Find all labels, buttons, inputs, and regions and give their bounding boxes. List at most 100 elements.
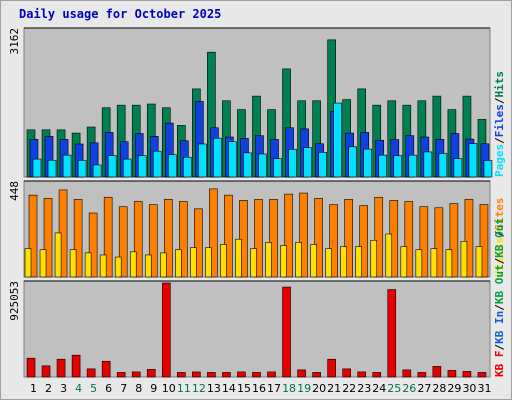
kbf-bar bbox=[192, 371, 201, 378]
legend-entry: KB Out bbox=[493, 264, 506, 304]
pages-bar bbox=[438, 153, 448, 178]
day-label: 28 bbox=[432, 382, 446, 395]
pages-bar bbox=[288, 149, 297, 178]
day-label: 26 bbox=[402, 382, 416, 395]
visits-bar bbox=[265, 242, 272, 278]
kbf-bar bbox=[116, 372, 126, 378]
sites-bar bbox=[73, 199, 83, 278]
day-label: 17 bbox=[267, 382, 281, 395]
visits-bar bbox=[84, 252, 92, 278]
visits-bar bbox=[400, 246, 408, 278]
panel-bg-3 bbox=[23, 280, 491, 378]
visits-bar bbox=[99, 254, 107, 278]
day-label: 30 bbox=[462, 382, 476, 395]
visits-bar bbox=[205, 247, 212, 278]
chart-title: Daily usage for October 2025 bbox=[19, 7, 222, 21]
pages-bar bbox=[423, 151, 433, 178]
kbf-bar bbox=[312, 372, 321, 378]
sites-bar bbox=[179, 201, 188, 278]
sites-bar bbox=[374, 196, 384, 278]
day-label: 24 bbox=[372, 382, 386, 395]
day-label: 12 bbox=[192, 382, 206, 395]
visits-bar bbox=[340, 246, 347, 278]
sites-bar bbox=[28, 194, 38, 278]
pages-bar bbox=[198, 143, 207, 178]
day-label: 3 bbox=[60, 382, 67, 395]
kbf-bar bbox=[41, 365, 51, 378]
pages-bar bbox=[318, 152, 327, 178]
visits-bar bbox=[114, 256, 122, 278]
sites-bar bbox=[43, 198, 53, 278]
kbf-bar bbox=[447, 370, 457, 378]
kbf-bar bbox=[327, 358, 336, 378]
sites-bar bbox=[269, 199, 278, 278]
legend-entry: KB F bbox=[493, 351, 506, 378]
legend-entry: Files bbox=[493, 104, 506, 137]
kbf-bar bbox=[207, 372, 216, 378]
sites-bar bbox=[133, 201, 143, 278]
day-label: 29 bbox=[447, 382, 461, 395]
day-label: 14 bbox=[222, 382, 236, 395]
sites-bar bbox=[314, 198, 323, 278]
visits-bar bbox=[460, 241, 468, 278]
pages-bar bbox=[408, 154, 418, 178]
kbf-bar bbox=[372, 372, 382, 378]
legend-entry: Visits bbox=[493, 237, 506, 277]
visits-bar bbox=[325, 248, 332, 278]
kbf-bar bbox=[222, 372, 231, 378]
pages-bar bbox=[303, 147, 312, 178]
visits-bar bbox=[69, 249, 77, 278]
day-label: 16 bbox=[252, 382, 266, 395]
sites-bar bbox=[344, 199, 353, 278]
pages-bar bbox=[363, 148, 373, 178]
day-label: 6 bbox=[105, 382, 112, 395]
pages-bar bbox=[228, 141, 237, 178]
day-label: 19 bbox=[297, 382, 311, 395]
pages-bar bbox=[483, 160, 493, 178]
sites-bar bbox=[479, 204, 489, 278]
kbf-bar bbox=[177, 372, 186, 378]
visits-bar bbox=[430, 248, 438, 278]
day-label: 5 bbox=[90, 382, 97, 395]
kbf-bar bbox=[237, 371, 246, 378]
kbf-bar bbox=[357, 371, 367, 378]
day-label: 11 bbox=[177, 382, 191, 395]
day-label: 1 bbox=[30, 382, 37, 395]
legend-3: KB F/KB In/KB Out/KB Out bbox=[493, 218, 506, 377]
sites-bar bbox=[254, 199, 263, 278]
kbf-bar bbox=[417, 372, 427, 378]
kbf-bar bbox=[252, 372, 261, 378]
y-max-label-3: 925053 bbox=[8, 281, 21, 321]
visits-bar bbox=[295, 242, 302, 278]
sites-bar bbox=[449, 203, 459, 278]
kbf-bar bbox=[267, 371, 276, 378]
kbf-bar bbox=[387, 289, 397, 378]
pages-bar bbox=[393, 155, 403, 178]
visits-bar bbox=[24, 248, 32, 278]
day-label: 27 bbox=[417, 382, 431, 395]
visits-bar bbox=[385, 233, 393, 278]
sites-bar bbox=[224, 194, 233, 278]
kbf-bar bbox=[432, 366, 442, 378]
visits-bar bbox=[235, 238, 242, 278]
visits-bar bbox=[54, 232, 62, 278]
kbf-bar bbox=[146, 369, 156, 378]
legend-entry: Sites bbox=[493, 198, 506, 231]
pages-bar bbox=[122, 158, 132, 178]
legend-entry: / bbox=[493, 230, 506, 237]
pages-bar bbox=[258, 153, 267, 178]
pages-bar bbox=[32, 158, 42, 178]
sites-bar bbox=[118, 206, 128, 278]
legend-entry: / bbox=[493, 257, 506, 264]
legend-entry: / bbox=[493, 344, 506, 351]
sites-bar bbox=[239, 200, 248, 278]
legend-1: Pages/Files/Hits bbox=[493, 71, 506, 177]
sites-bar bbox=[299, 192, 308, 278]
pages-bar bbox=[213, 137, 222, 178]
sites-bar bbox=[284, 193, 293, 278]
visits-bar bbox=[280, 245, 287, 278]
day-label: 18 bbox=[282, 382, 296, 395]
day-label: 4 bbox=[75, 382, 82, 395]
sites-bar bbox=[103, 196, 113, 278]
